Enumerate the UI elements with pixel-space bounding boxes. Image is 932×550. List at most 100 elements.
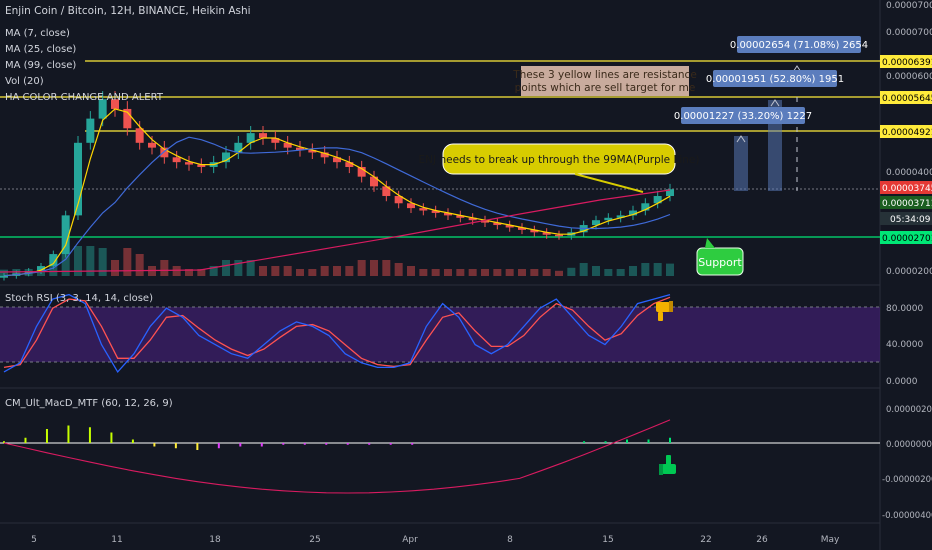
candle-body (530, 229, 539, 233)
macd-tick: 0.00000000 (886, 440, 932, 450)
stoch-tick: 80.0000 (886, 304, 923, 314)
level-tag: 0.00004921 (882, 128, 932, 138)
candle-body (98, 99, 107, 119)
volume-bar (259, 266, 267, 276)
target-label-1-bg (681, 107, 805, 124)
level-tag: 0.00005645 (882, 94, 932, 104)
volume-bar (209, 266, 218, 276)
support-bubble[interactable] (696, 247, 744, 276)
volume-bar (185, 269, 193, 276)
candle-body (419, 208, 428, 211)
candle-body (246, 133, 255, 143)
indicator-label[interactable]: Vol (20) (5, 76, 44, 87)
current-price-tag-bg (880, 181, 932, 194)
macd-signal-line (3, 419, 671, 494)
arrow-up-icon (770, 99, 780, 107)
volume-bar (653, 263, 662, 276)
candle-body (283, 142, 292, 148)
volume-bar (234, 260, 243, 276)
volume-bar (283, 266, 292, 276)
candle-body (468, 217, 477, 221)
indicator-label[interactable]: HA COLOR CHANGE AND ALERT (5, 92, 164, 103)
candle-body (382, 186, 391, 197)
indicator-label[interactable]: MA (25, close) (5, 44, 76, 55)
support-tag-bg (880, 231, 932, 244)
ma-note-bubble[interactable] (442, 143, 676, 175)
volume-bar (419, 269, 428, 276)
time-tick: 15 (602, 535, 613, 545)
stoch-band (0, 307, 880, 362)
candles (0, 91, 674, 281)
macd-histogram (3, 419, 671, 494)
candle-body (493, 222, 502, 226)
volume-bar (382, 260, 391, 276)
volume-bar (641, 263, 650, 276)
candle-body (0, 275, 8, 278)
volume-bar (86, 246, 95, 276)
volume-bar (222, 260, 230, 276)
stoch-rsi-lines (3, 293, 671, 373)
candle-body (172, 157, 181, 163)
candle-body (444, 212, 452, 216)
candle-body (234, 142, 243, 153)
volume-bar (481, 269, 489, 276)
time-tick: 18 (209, 535, 221, 545)
ma-tag-bg (880, 196, 932, 209)
macd-tick: 0.00000200 (886, 405, 932, 415)
stoch-tick: 0.0000 (886, 377, 918, 387)
volume-bar (308, 269, 317, 276)
indicator-label[interactable]: MA (99, close) (5, 60, 76, 71)
stoch-d-line (3, 296, 671, 369)
stoch-label[interactable]: Stoch RSI (3, 3, 14, 14, close) (5, 293, 153, 304)
candle-body (345, 162, 354, 167)
candle-body (666, 189, 674, 197)
volume-bar (123, 248, 132, 276)
volume-bar (616, 269, 625, 276)
candle-body (629, 210, 637, 216)
volume-bar (592, 266, 600, 276)
volume-bar (246, 260, 255, 276)
target-label-3-bg (737, 36, 861, 53)
resistance-note-bg[interactable] (521, 66, 689, 96)
time-tick: 8 (507, 535, 513, 545)
ma7-line (3, 108, 671, 277)
time-tick: May (821, 535, 840, 545)
candle-body (148, 142, 156, 148)
candle-body (160, 147, 169, 158)
time-tick: 22 (700, 535, 711, 545)
ma99-line (0, 189, 671, 273)
arrow-up-icon (736, 135, 746, 143)
volume-bar (160, 260, 169, 276)
volume-bar (271, 266, 280, 276)
candle-body (37, 266, 45, 271)
ma25-line (3, 136, 671, 277)
volume-bar (135, 254, 144, 276)
candle-body (542, 232, 551, 235)
candle-body (296, 147, 304, 151)
candle-body (456, 215, 465, 218)
indicator-label[interactable]: MA (7, close) (5, 28, 70, 39)
candle-body (61, 215, 70, 255)
countdown-tag-bg (880, 212, 932, 225)
candle-body (407, 203, 415, 209)
volume-bar (394, 263, 403, 276)
macd-tick: -0.00000200 (882, 475, 932, 485)
volume-bar (357, 260, 366, 276)
candle-body (111, 99, 119, 109)
ma-tag: 0.00003711 (882, 199, 932, 209)
candle-body (592, 220, 600, 226)
level-tag-bg (880, 125, 932, 138)
candle-body (308, 150, 317, 153)
macd-label[interactable]: CM_Ult_MacD_MTF (60, 12, 26, 9) (5, 398, 173, 409)
volume-bar (74, 246, 82, 276)
candle-body (74, 142, 82, 216)
candle-body (197, 164, 206, 167)
stoch-k-line (3, 293, 671, 373)
volume-bar (333, 266, 341, 276)
time-tick: 25 (309, 535, 320, 545)
volume-bar (431, 269, 440, 276)
support-tag: 0.00002701 (882, 234, 932, 244)
